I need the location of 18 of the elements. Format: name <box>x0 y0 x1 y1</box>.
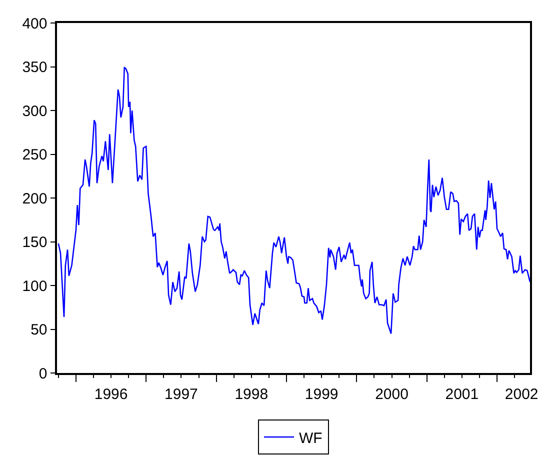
x-tick-label: 1996 <box>94 386 128 403</box>
x-tick-label: 2001 <box>445 386 479 403</box>
x-tick-label: 1997 <box>164 386 198 403</box>
y-tick-label: 50 <box>30 322 48 338</box>
x-tick-label: 2002 <box>504 386 538 403</box>
x-tick-label: 1998 <box>234 386 268 403</box>
y-tick-label: 250 <box>22 146 48 164</box>
y-tick-label: 300 <box>22 102 48 120</box>
y-tick-label: 0 <box>38 365 48 382</box>
y-tick-label: 150 <box>22 234 48 251</box>
y-tick-label: 350 <box>22 59 48 76</box>
legend-label: WF <box>299 430 322 447</box>
y-tick-label: 400 <box>22 15 48 32</box>
y-tick-label: 200 <box>22 190 48 208</box>
x-tick-label: 1999 <box>304 386 338 403</box>
line-series <box>58 66 530 334</box>
y-tick-label: 100 <box>22 278 48 295</box>
x-tick-label: 2000 <box>375 386 408 403</box>
